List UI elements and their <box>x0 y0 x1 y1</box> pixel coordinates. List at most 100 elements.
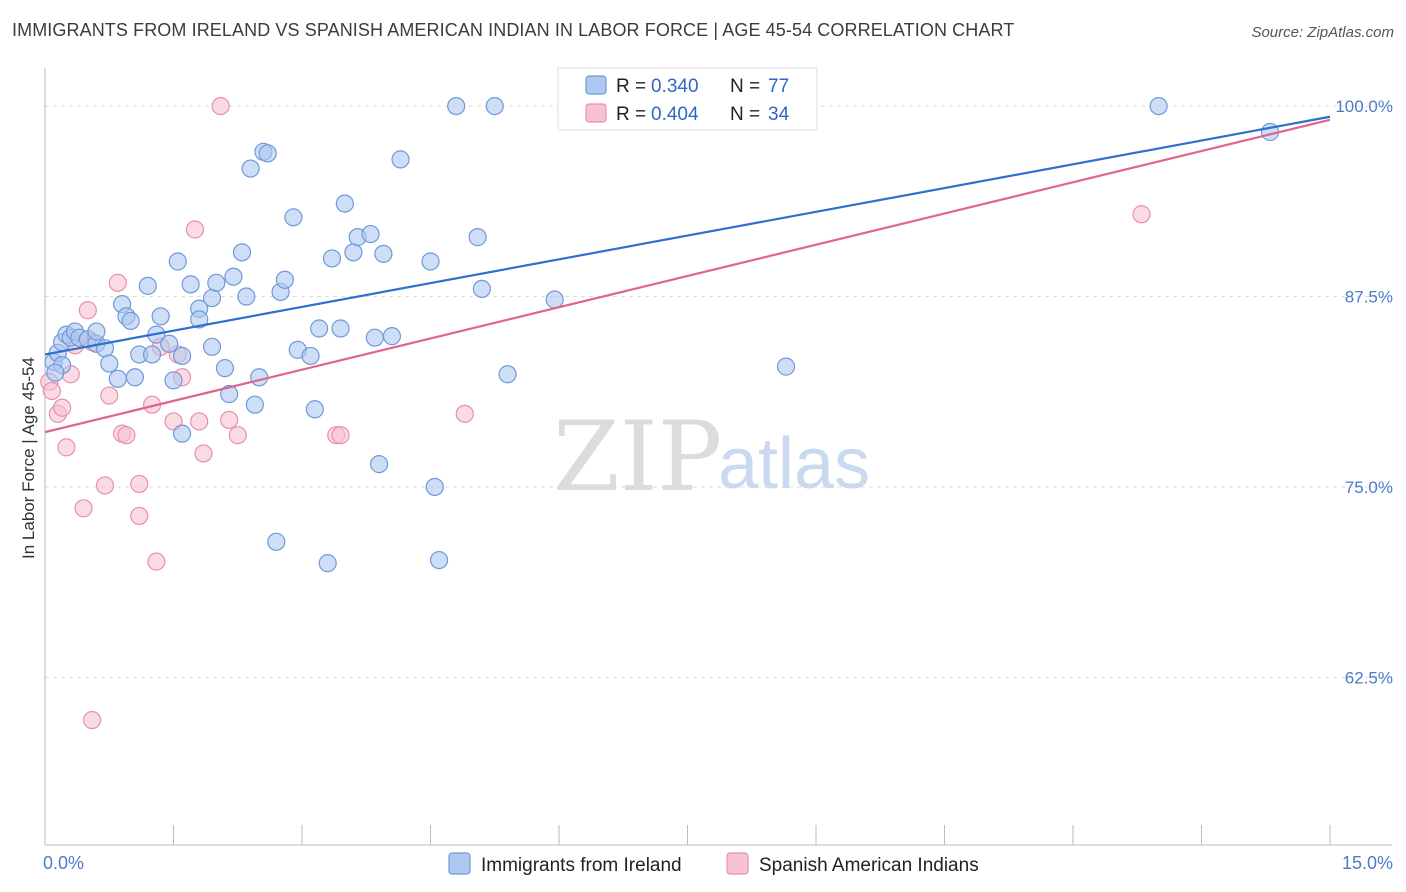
point-ireland-40 <box>245 395 264 414</box>
x-tick-label-1: 15.0% <box>1342 853 1393 873</box>
point-ireland-32 <box>202 288 222 308</box>
point-ireland-56 <box>344 243 363 262</box>
point-spanish-american-indian-8 <box>78 301 97 320</box>
point-spanish-american-indian-4 <box>57 438 76 457</box>
point-ireland-19 <box>138 276 157 295</box>
point-ireland-66 <box>429 550 449 570</box>
point-ireland-61 <box>374 244 393 263</box>
point-spanish-american-indian-3 <box>53 398 72 417</box>
point-spanish-american-indian-17 <box>130 474 149 494</box>
point-ireland-54 <box>331 319 350 338</box>
point-ireland-12 <box>100 354 119 373</box>
point-spanish-american-indian-33 <box>1132 205 1151 224</box>
point-ireland-28 <box>181 275 200 294</box>
point-ireland-13 <box>108 369 127 388</box>
point-spanish-american-indian-31 <box>331 426 350 445</box>
point-spanish-american-indian-32 <box>455 404 474 423</box>
bottom-legend-label-pink: Spanish American Indians <box>759 855 979 876</box>
legend-n-label-2: N = <box>730 104 760 125</box>
y-tick-label-2: 87.5% <box>1345 288 1393 307</box>
point-ireland-46 <box>275 270 294 289</box>
point-ireland-23 <box>160 334 179 353</box>
point-ireland-62 <box>382 327 402 346</box>
y-tick-label-1: 75.0% <box>1345 478 1393 497</box>
point-spanish-american-indian-26 <box>194 444 213 463</box>
point-ireland-73 <box>776 357 796 376</box>
point-spanish-american-indian-16 <box>130 506 149 526</box>
legend-r-value-1: 0.340 <box>651 76 699 97</box>
point-spanish-american-indian-1 <box>42 381 61 401</box>
watermark: ZIP atlas <box>553 401 870 513</box>
legend-swatch-blue <box>585 75 607 95</box>
bottom-legend: Immigrants from Ireland Spanish American… <box>448 852 979 876</box>
point-ireland-50 <box>305 400 324 419</box>
point-spanish-american-indian-28 <box>220 410 239 430</box>
point-spanish-american-indian-11 <box>95 476 115 495</box>
point-ireland-69 <box>472 279 491 299</box>
point-ireland-64 <box>421 252 440 271</box>
legend-r-label-2: R = <box>616 104 646 125</box>
bottom-legend-swatch-blue <box>448 852 471 875</box>
point-ireland-60 <box>370 455 389 474</box>
point-spanish-american-indian-7 <box>74 499 93 518</box>
point-spanish-american-indian-25 <box>190 412 209 431</box>
point-spanish-american-indian-10 <box>83 710 102 730</box>
x-tick-label-0: 0.0% <box>43 853 84 873</box>
point-spanish-american-indian-27 <box>211 96 230 116</box>
trend-line-ireland <box>44 115 1331 356</box>
point-ireland-33 <box>207 273 226 292</box>
point-ireland-58 <box>361 224 380 244</box>
point-ireland-22 <box>151 307 170 326</box>
point-spanish-american-indian-29 <box>228 426 247 445</box>
point-ireland-27 <box>172 424 192 443</box>
legend-n-value-2: 34 <box>768 104 790 125</box>
point-ireland-25 <box>168 252 187 271</box>
series-immigrants-from-ireland <box>44 96 1280 573</box>
legend-r-label-1: R = <box>616 76 646 97</box>
point-ireland-43 <box>258 144 277 163</box>
bottom-legend-swatch-pink <box>726 852 749 875</box>
point-ireland-65 <box>425 477 444 497</box>
point-ireland-71 <box>498 365 517 384</box>
point-ireland-24 <box>164 371 183 390</box>
axes <box>44 68 1392 846</box>
legend-n-value-1: 77 <box>768 76 789 97</box>
point-ireland-34 <box>215 359 234 378</box>
point-ireland-47 <box>284 208 303 227</box>
trend-line-spanish-american-indian <box>44 118 1331 434</box>
point-ireland-70 <box>485 96 504 116</box>
y-tick-label-3: 100.0% <box>1335 97 1393 116</box>
y-axis-label: In Labor Force | Age 45-54 <box>19 357 38 559</box>
point-ireland-26 <box>172 346 192 366</box>
watermark-atlas: atlas <box>718 424 870 504</box>
legend-r-value-2: 0.404 <box>651 104 699 125</box>
point-ireland-51 <box>310 319 329 338</box>
bottom-legend-label-blue: Immigrants from Ireland <box>481 855 682 876</box>
point-spanish-american-indian-15 <box>117 426 136 445</box>
point-ireland-76 <box>46 363 65 382</box>
point-spanish-american-indian-13 <box>108 273 127 292</box>
y-tick-label-0: 62.5% <box>1345 668 1393 687</box>
point-ireland-37 <box>232 243 252 262</box>
point-ireland-53 <box>322 249 342 268</box>
point-ireland-31 <box>202 337 222 356</box>
trend-lines <box>44 115 1331 434</box>
point-ireland-72 <box>545 290 564 309</box>
point-ireland-63 <box>391 150 410 169</box>
gridlines <box>45 105 1392 678</box>
legend-swatch-pink <box>585 103 607 123</box>
point-ireland-52 <box>318 554 337 573</box>
source-credit: Source: ZipAtlas.com <box>1251 24 1394 41</box>
point-ireland-35 <box>220 384 239 404</box>
point-ireland-16 <box>121 311 140 331</box>
point-ireland-74 <box>1149 96 1168 116</box>
point-ireland-38 <box>237 287 256 306</box>
watermark-zip: ZIP <box>553 401 722 513</box>
point-ireland-41 <box>250 368 269 387</box>
point-ireland-17 <box>125 368 145 387</box>
point-ireland-49 <box>301 346 320 366</box>
chart-title: IMMIGRANTS FROM IRELAND VS SPANISH AMERI… <box>12 20 1015 40</box>
legend-n-label-1: N = <box>730 76 760 97</box>
point-ireland-10 <box>87 322 106 341</box>
